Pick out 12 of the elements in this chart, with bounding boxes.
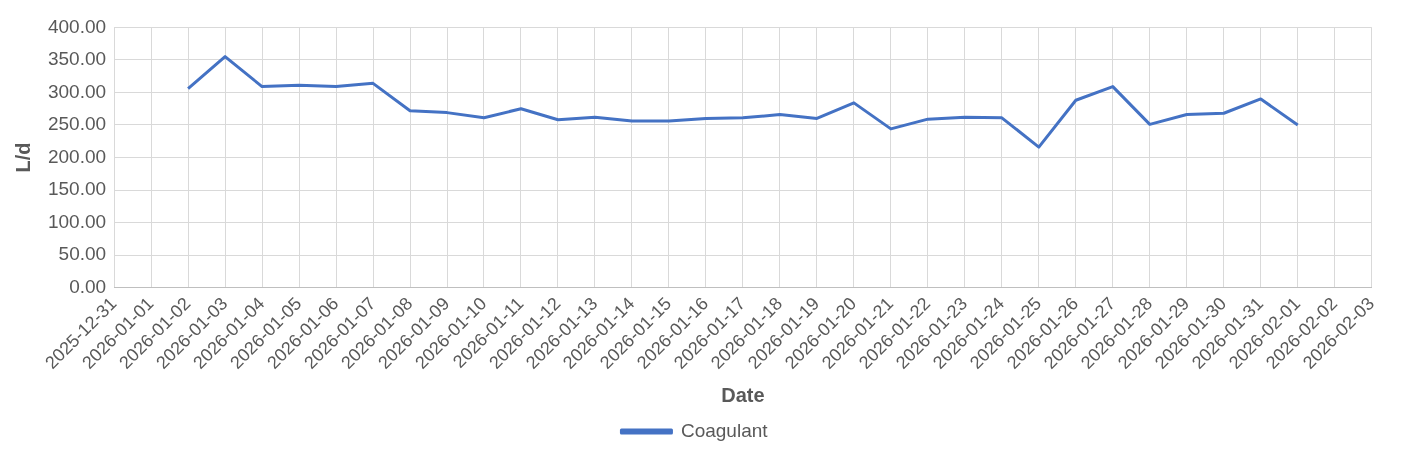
y-tick-label: 350.00 bbox=[47, 48, 107, 70]
legend-label: Coagulant bbox=[680, 419, 769, 441]
y-tick-label: 100.00 bbox=[47, 210, 107, 232]
y-axis-title: L/d bbox=[11, 142, 34, 173]
y-tick-label: 400.00 bbox=[47, 15, 107, 37]
y-tick-label: 200.00 bbox=[47, 145, 107, 167]
x-axis-title: Date bbox=[721, 383, 765, 406]
y-tick-label: 150.00 bbox=[47, 178, 107, 200]
y-tick-label: 250.00 bbox=[47, 113, 107, 135]
y-tick-label: 0.00 bbox=[69, 275, 107, 297]
y-tick-label: 50.00 bbox=[58, 243, 107, 265]
y-tick-label: 300.00 bbox=[47, 80, 107, 102]
